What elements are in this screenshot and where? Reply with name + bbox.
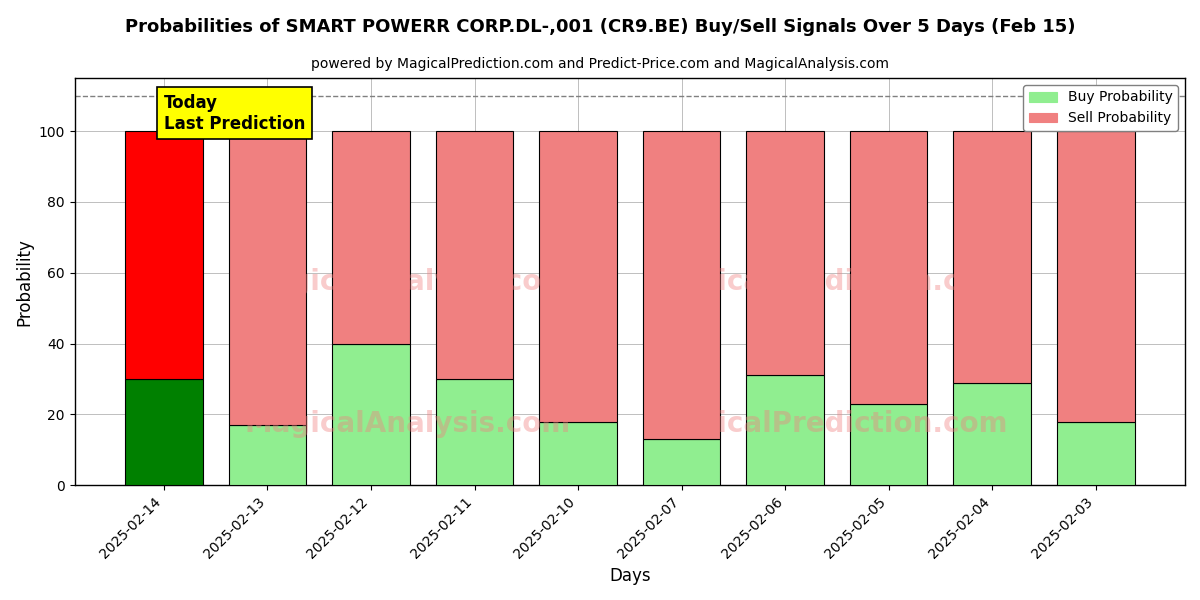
Bar — [850, 404, 928, 485]
Legend: Buy Probability, Sell Probability: Buy Probability, Sell Probability — [1024, 85, 1178, 131]
Y-axis label: Probability: Probability — [16, 238, 34, 326]
Bar — [436, 379, 514, 485]
Bar — [539, 131, 617, 422]
Bar — [229, 425, 306, 485]
Bar — [229, 131, 306, 425]
Text: powered by MagicalPrediction.com and Predict-Price.com and MagicalAnalysis.com: powered by MagicalPrediction.com and Pre… — [311, 57, 889, 71]
Text: MagicalAnalysis.com: MagicalAnalysis.com — [245, 410, 571, 438]
Bar — [643, 131, 720, 439]
Bar — [746, 131, 824, 376]
Bar — [746, 376, 824, 485]
Bar — [332, 344, 410, 485]
Text: MagicalAnalysis.com: MagicalAnalysis.com — [245, 268, 571, 296]
Bar — [1057, 131, 1134, 422]
Bar — [436, 131, 514, 379]
Bar — [850, 131, 928, 404]
Bar — [539, 422, 617, 485]
Bar — [1057, 422, 1134, 485]
Bar — [643, 439, 720, 485]
Bar — [125, 131, 203, 379]
Bar — [953, 131, 1031, 383]
X-axis label: Days: Days — [610, 567, 650, 585]
Bar — [953, 383, 1031, 485]
Bar — [125, 379, 203, 485]
Text: MagicalPrediction.com: MagicalPrediction.com — [652, 410, 1008, 438]
Text: Today
Last Prediction: Today Last Prediction — [164, 94, 305, 133]
Text: MagicalPrediction.com: MagicalPrediction.com — [652, 268, 1008, 296]
Text: Probabilities of SMART POWERR CORP.DL-,001 (CR9.BE) Buy/Sell Signals Over 5 Days: Probabilities of SMART POWERR CORP.DL-,0… — [125, 18, 1075, 36]
Bar — [332, 131, 410, 344]
